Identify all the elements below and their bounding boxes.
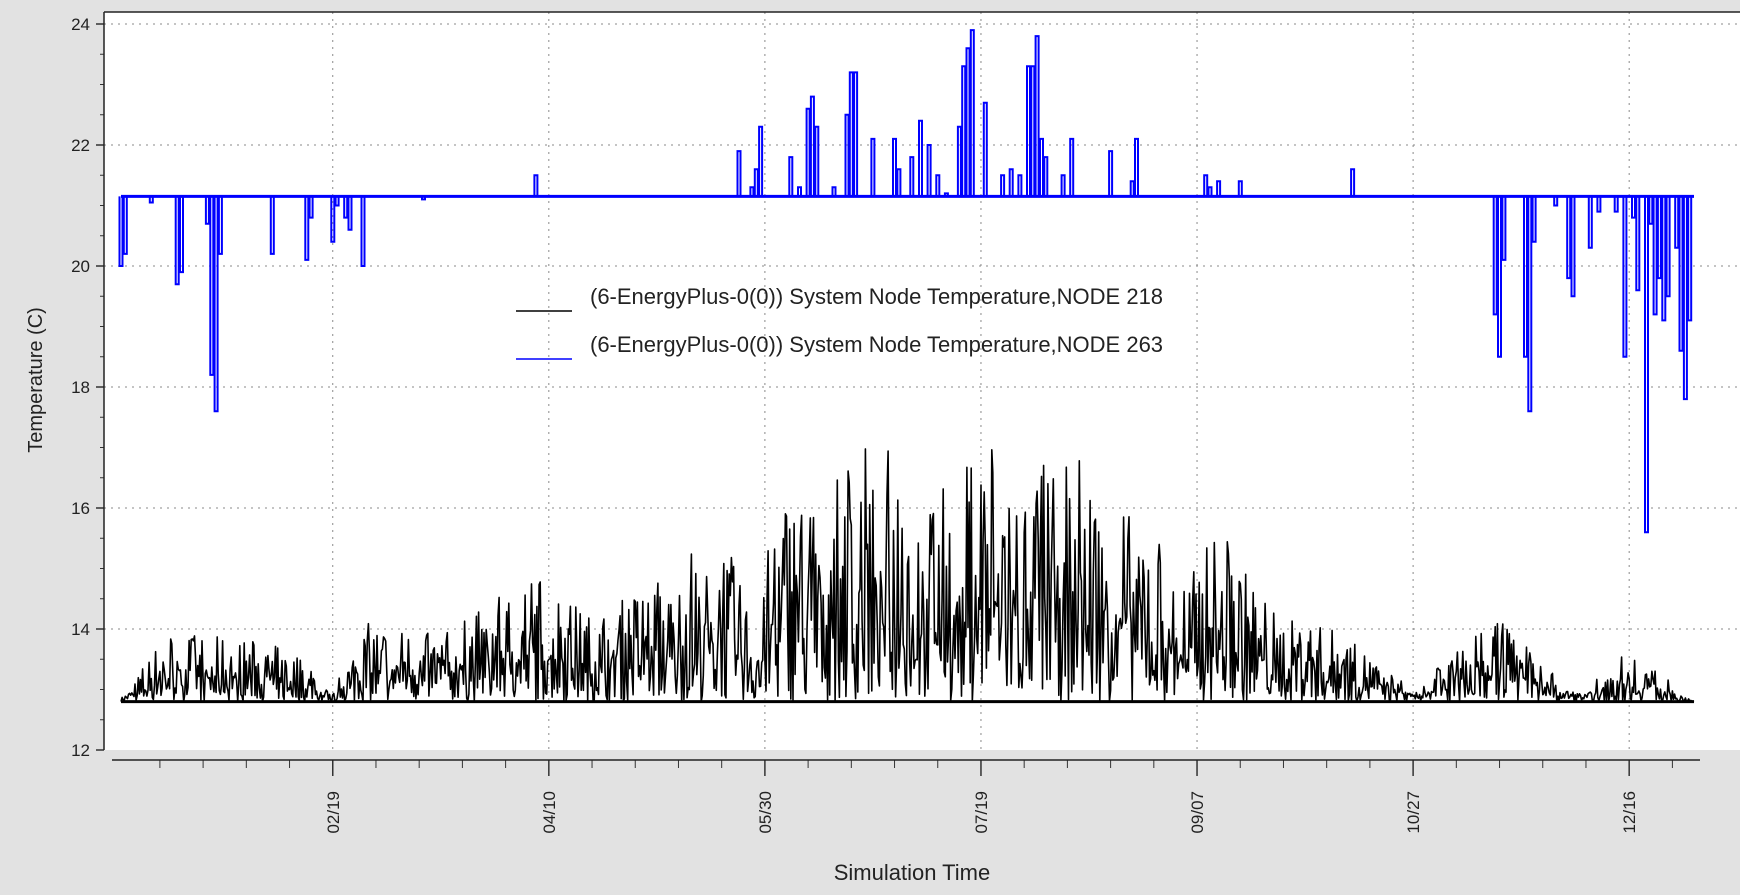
x-tick-label: 04/10 [540, 791, 559, 834]
x-tick-label: 02/19 [324, 791, 343, 834]
y-tick-label: 18 [71, 378, 90, 397]
y-tick-label: 22 [71, 136, 90, 155]
legend: (6-EnergyPlus-0(0)) System Node Temperat… [516, 284, 1163, 360]
x-tick-label: 09/07 [1188, 791, 1207, 834]
x-tick-label: 05/30 [756, 791, 775, 834]
x-tick-label: 10/27 [1404, 791, 1423, 834]
series-line-node-263 [118, 29, 1693, 534]
y-tick-label: 24 [71, 15, 90, 34]
y-tick-label: 12 [71, 741, 90, 760]
x-tick-label: 12/16 [1620, 791, 1639, 834]
series-layer [118, 29, 1695, 704]
y-axis-title: Temperature (C) [25, 307, 47, 453]
y-tick-label: 16 [71, 499, 90, 518]
legend-label: (6-EnergyPlus-0(0)) System Node Temperat… [590, 332, 1163, 357]
gridlines [104, 12, 1740, 750]
y-tick-label: 14 [71, 620, 90, 639]
series-line-node-218 [120, 448, 1695, 703]
x-axis-title: Simulation Time [834, 860, 991, 885]
y-tick-label: 20 [71, 257, 90, 276]
x-tick-label: 07/19 [972, 791, 991, 834]
legend-label: (6-EnergyPlus-0(0)) System Node Temperat… [590, 284, 1163, 309]
axes: 12 14 16 18 20 22 24 02/19 04/10 05/30 07/19 09/07 1… [71, 11, 1740, 834]
